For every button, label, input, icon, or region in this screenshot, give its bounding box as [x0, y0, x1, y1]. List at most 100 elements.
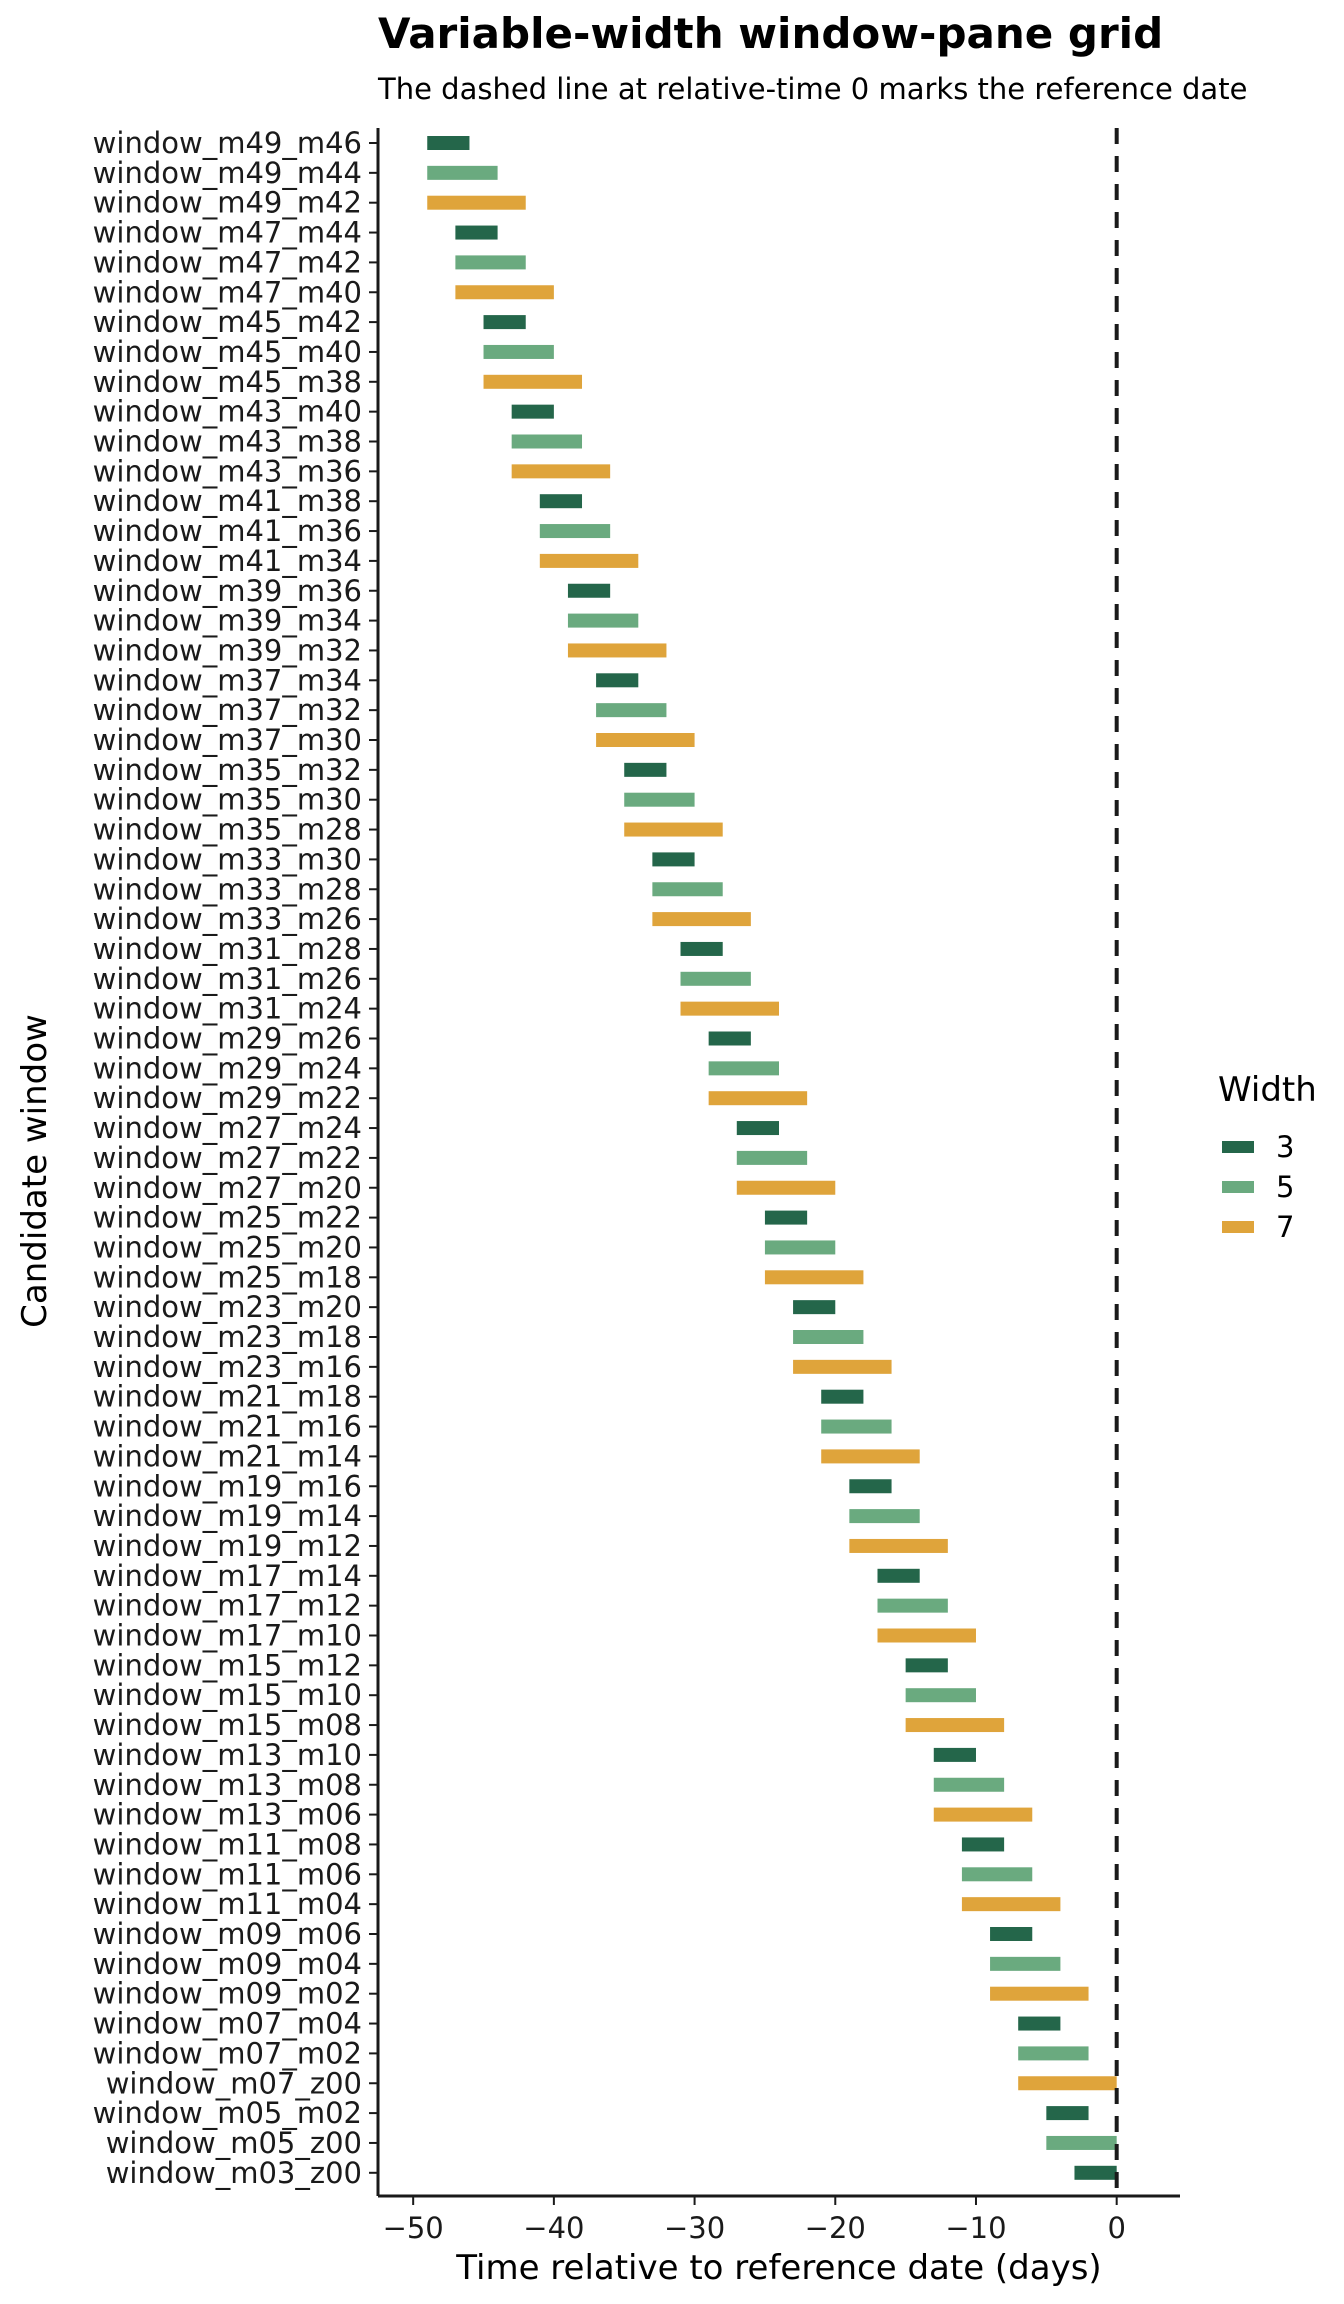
y-tick-label: window_m23_m16 — [93, 1350, 362, 1384]
y-tick-label: window_m13_m08 — [93, 1768, 362, 1802]
window-bar — [1046, 2135, 1117, 2150]
y-tick-label: window_m17_m12 — [93, 1589, 362, 1623]
window-bar — [1018, 2076, 1117, 2091]
window-bar — [933, 1747, 976, 1762]
y-tick-label: window_m35_m30 — [93, 783, 362, 817]
x-tick-label: −40 — [523, 2211, 584, 2245]
window-bar — [539, 553, 639, 568]
y-tick-label: window_m13_m10 — [93, 1738, 362, 1772]
legend-label: 5 — [1276, 1170, 1294, 1204]
y-tick-label: window_m15_m10 — [93, 1678, 362, 1712]
window-bar — [849, 1479, 892, 1494]
legend-label: 3 — [1276, 1130, 1294, 1164]
window-bar — [961, 1837, 1005, 1852]
window-bar — [821, 1419, 892, 1434]
x-tick-label: −30 — [664, 2211, 725, 2245]
window-bar — [596, 733, 695, 747]
window-bar — [849, 1509, 920, 1524]
window-bar — [736, 1121, 779, 1136]
y-tick-label: window_m29_m24 — [93, 1051, 362, 1085]
y-tick-label: window_m39_m32 — [93, 633, 362, 667]
y-tick-label: window_m27_m24 — [93, 1111, 362, 1145]
window-bar — [905, 1718, 1005, 1733]
window-bar — [427, 136, 470, 150]
window-bar — [652, 852, 695, 867]
y-tick-label: window_m47_m44 — [93, 216, 362, 250]
x-axis-title: Time relative to reference date (days) — [455, 2248, 1101, 2288]
y-tick-label: window_m09_m06 — [93, 1917, 362, 1951]
bars-layer — [427, 136, 1117, 2180]
window-bar — [652, 912, 751, 927]
window-bar — [427, 165, 498, 180]
y-tick-label: window_m33_m28 — [93, 872, 362, 906]
y-tick-label: window_m19_m14 — [93, 1499, 362, 1533]
window-bar — [511, 434, 583, 449]
y-tick-label: window_m19_m16 — [93, 1469, 362, 1503]
y-tick-label: window_m31_m26 — [93, 962, 362, 996]
window-bar — [764, 1210, 808, 1225]
y-tick-label: window_m25_m20 — [93, 1230, 362, 1264]
window-bar — [567, 643, 667, 658]
y-tick-label: window_m43_m36 — [93, 454, 362, 488]
y-tick-label: window_m43_m38 — [93, 425, 362, 459]
y-tick-label: window_m15_m08 — [93, 1708, 362, 1742]
y-tick-label: window_m41_m34 — [93, 544, 362, 578]
y-tick-label: window_m29_m26 — [93, 1022, 362, 1056]
x-tick-label: −10 — [945, 2211, 1006, 2245]
window-bar — [1018, 2046, 1089, 2061]
window-bar — [990, 1956, 1061, 1971]
window-bar — [793, 1330, 864, 1344]
window-bar — [483, 344, 554, 359]
y-tick-label: window_m31_m28 — [93, 932, 362, 966]
window-bar — [961, 1897, 1061, 1912]
y-tick-label: window_m47_m42 — [93, 245, 362, 279]
window-bar — [567, 583, 611, 598]
window-bar — [455, 255, 526, 270]
window-bar — [1018, 2016, 1061, 2031]
y-tick-label: window_m35_m28 — [93, 813, 362, 847]
window-bar — [821, 1389, 864, 1404]
y-tick-label: window_m21_m18 — [93, 1380, 362, 1414]
y-tick-label: window_m17_m10 — [93, 1619, 362, 1653]
y-tick-label: window_m05_m02 — [93, 2096, 362, 2130]
window-bar — [877, 1568, 920, 1583]
y-tick-label: window_m37_m32 — [93, 693, 362, 727]
legend: Width 3 5 7 — [1218, 1070, 1317, 1244]
y-tick-label: window_m33_m30 — [93, 842, 362, 876]
y-tick-label: window_m45_m40 — [93, 335, 362, 369]
y-tick-label: window_m17_m14 — [93, 1559, 362, 1593]
y-tick-label: window_m45_m38 — [93, 365, 362, 399]
y-tick-label: window_m41_m36 — [93, 514, 362, 548]
y-tick-label: window_m11_m08 — [93, 1827, 362, 1861]
y-tick-label: window_m11_m04 — [93, 1887, 362, 1921]
window-bar — [764, 1240, 836, 1255]
y-tick-label: window_m49_m46 — [93, 126, 362, 160]
y-tick-label: window_m25_m22 — [93, 1201, 362, 1235]
legend-swatch — [1222, 1141, 1254, 1153]
window-bar — [1046, 2106, 1089, 2121]
window-bar — [708, 1031, 751, 1046]
window-bar — [596, 703, 667, 718]
y-axis-title: Candidate window — [15, 1014, 55, 1328]
y-tick-label: window_m25_m18 — [93, 1260, 362, 1294]
window-bar — [849, 1538, 948, 1553]
chart-subtitle: The dashed line at relative-time 0 marks… — [377, 72, 1247, 106]
y-tick-label: window_m05_z00 — [106, 2126, 362, 2160]
window-bar — [539, 494, 583, 509]
window-bar — [596, 673, 639, 688]
window-bar — [736, 1180, 836, 1195]
y-tick-label: window_m45_m42 — [93, 305, 362, 339]
y-tick-label: window_m11_m06 — [93, 1857, 362, 1891]
y-tick-label: window_m43_m40 — [93, 395, 362, 429]
window-bar — [990, 1986, 1089, 2001]
y-tick-label: window_m07_m04 — [93, 2007, 362, 2041]
window-bar — [483, 315, 526, 330]
window-bar — [877, 1628, 976, 1643]
window-bar — [821, 1449, 920, 1464]
y-tick-label: window_m29_m22 — [93, 1081, 362, 1115]
window-bar — [624, 822, 723, 837]
y-tick-label: window_m37_m34 — [93, 663, 362, 697]
y-tick-label: window_m41_m38 — [93, 484, 362, 518]
window-bar — [793, 1300, 836, 1315]
